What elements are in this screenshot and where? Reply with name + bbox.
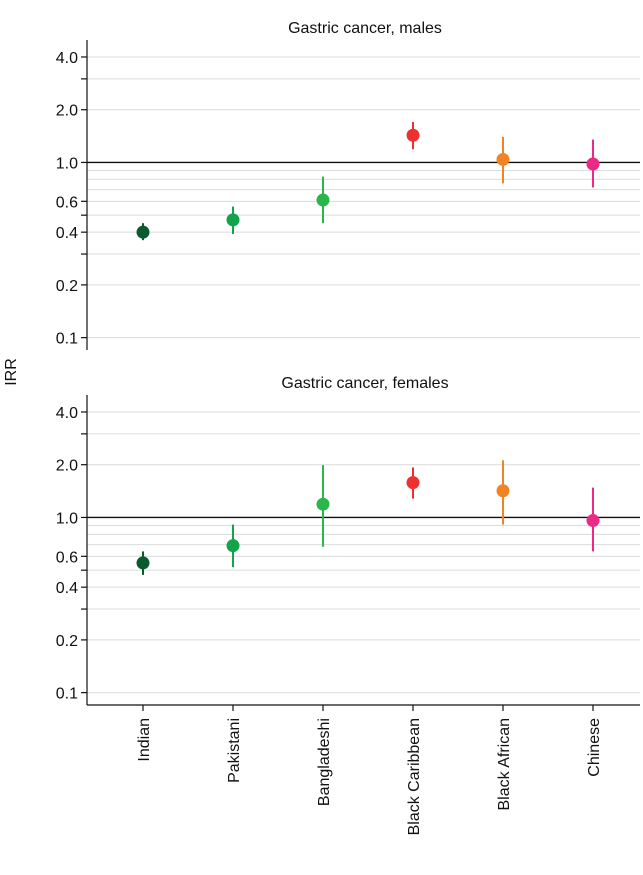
y-tick-label: 1.0 — [56, 155, 78, 172]
y-tick-label: 0.4 — [56, 225, 78, 242]
y-tick-label: 2.0 — [56, 458, 78, 475]
data-point — [406, 128, 420, 142]
category-label: Indian — [136, 718, 153, 762]
data-point — [136, 556, 150, 570]
y-tick-label: 0.2 — [56, 633, 78, 650]
data-point — [136, 225, 150, 239]
data-point — [226, 539, 240, 553]
panel-title-females: Gastric cancer, females — [281, 375, 448, 392]
data-point — [496, 484, 510, 498]
data-point — [586, 157, 600, 171]
y-tick-label: 0.1 — [56, 331, 78, 348]
data-point — [316, 497, 330, 511]
category-axis-labels: Indian Pakistani Bangladeshi Black Caribbea… — [136, 718, 603, 836]
data-point — [316, 193, 330, 207]
panel-males: Gastric cancer, males 0.1 0.2 0.4 0.6 1.0 2.0… — [56, 20, 640, 350]
category-label: Bangladeshi — [316, 718, 333, 806]
category-label: Pakistani — [226, 718, 243, 783]
category-label: Black African — [496, 718, 513, 810]
data-point — [226, 213, 240, 227]
panel-females: Gastric cancer, females 0.1 0.2 0.4 0.6 1.0 2… — [56, 375, 640, 711]
data-point — [586, 514, 600, 528]
y-tick-label: 4.0 — [56, 405, 78, 422]
y-tick-label: 2.0 — [56, 103, 78, 120]
panel-title-males: Gastric cancer, males — [288, 20, 442, 37]
category-label: Black Caribbean — [406, 718, 423, 835]
y-tick-label: 0.4 — [56, 580, 78, 597]
data-point — [406, 476, 420, 490]
y-axis-label: IRR — [3, 358, 20, 386]
data-point — [496, 152, 510, 166]
y-tick-label: 0.2 — [56, 278, 78, 295]
y-tick-label: 0.1 — [56, 686, 78, 703]
y-tick-label: 0.6 — [56, 194, 78, 211]
y-tick-label: 4.0 — [56, 50, 78, 67]
category-label: Chinese — [586, 718, 603, 777]
y-tick-label: 1.0 — [56, 510, 78, 527]
y-tick-label: 0.6 — [56, 549, 78, 566]
